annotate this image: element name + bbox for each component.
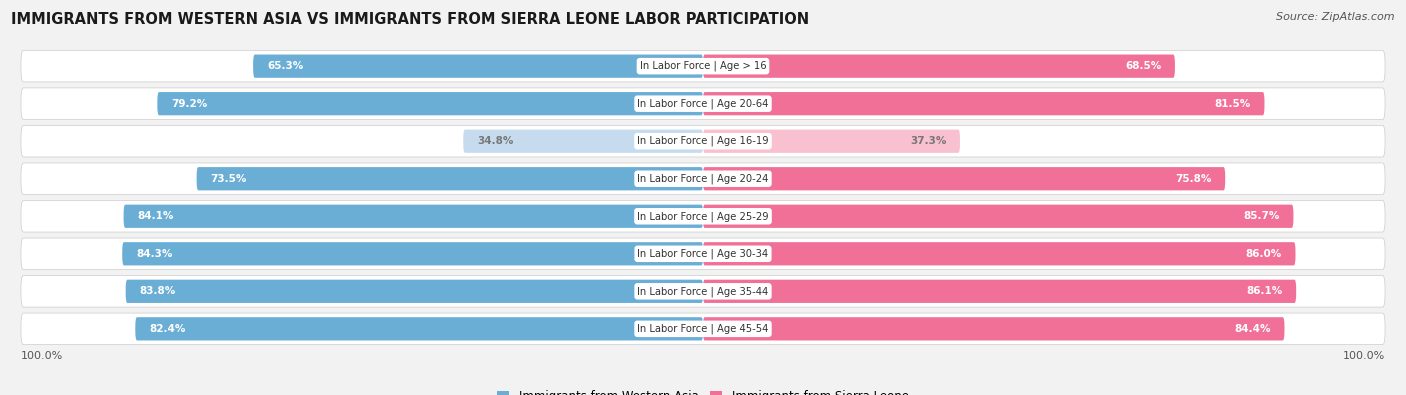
Text: 73.5%: 73.5% xyxy=(211,174,247,184)
FancyBboxPatch shape xyxy=(135,317,703,340)
Text: 84.3%: 84.3% xyxy=(136,249,173,259)
FancyBboxPatch shape xyxy=(703,55,1175,78)
Text: In Labor Force | Age > 16: In Labor Force | Age > 16 xyxy=(640,61,766,71)
FancyBboxPatch shape xyxy=(703,130,960,153)
FancyBboxPatch shape xyxy=(703,317,1285,340)
Text: In Labor Force | Age 20-24: In Labor Force | Age 20-24 xyxy=(637,173,769,184)
FancyBboxPatch shape xyxy=(21,88,1385,119)
FancyBboxPatch shape xyxy=(463,130,703,153)
Text: In Labor Force | Age 25-29: In Labor Force | Age 25-29 xyxy=(637,211,769,222)
FancyBboxPatch shape xyxy=(125,280,703,303)
FancyBboxPatch shape xyxy=(122,242,703,265)
Text: 84.4%: 84.4% xyxy=(1234,324,1271,334)
Text: 100.0%: 100.0% xyxy=(1343,351,1385,361)
FancyBboxPatch shape xyxy=(197,167,703,190)
Text: 86.0%: 86.0% xyxy=(1246,249,1282,259)
Text: In Labor Force | Age 35-44: In Labor Force | Age 35-44 xyxy=(637,286,769,297)
Text: In Labor Force | Age 16-19: In Labor Force | Age 16-19 xyxy=(637,136,769,147)
Text: 83.8%: 83.8% xyxy=(139,286,176,296)
Text: 81.5%: 81.5% xyxy=(1215,99,1251,109)
FancyBboxPatch shape xyxy=(703,280,1296,303)
FancyBboxPatch shape xyxy=(21,313,1385,344)
Text: 37.3%: 37.3% xyxy=(910,136,946,146)
FancyBboxPatch shape xyxy=(703,167,1225,190)
Text: In Labor Force | Age 20-64: In Labor Force | Age 20-64 xyxy=(637,98,769,109)
Text: 85.7%: 85.7% xyxy=(1243,211,1279,221)
Legend: Immigrants from Western Asia, Immigrants from Sierra Leone: Immigrants from Western Asia, Immigrants… xyxy=(492,385,914,395)
Text: Source: ZipAtlas.com: Source: ZipAtlas.com xyxy=(1277,12,1395,22)
FancyBboxPatch shape xyxy=(21,51,1385,82)
FancyBboxPatch shape xyxy=(253,55,703,78)
Text: 34.8%: 34.8% xyxy=(477,136,513,146)
FancyBboxPatch shape xyxy=(703,242,1295,265)
Text: 84.1%: 84.1% xyxy=(138,211,174,221)
Text: IMMIGRANTS FROM WESTERN ASIA VS IMMIGRANTS FROM SIERRA LEONE LABOR PARTICIPATION: IMMIGRANTS FROM WESTERN ASIA VS IMMIGRAN… xyxy=(11,12,810,27)
FancyBboxPatch shape xyxy=(157,92,703,115)
FancyBboxPatch shape xyxy=(703,205,1294,228)
FancyBboxPatch shape xyxy=(21,163,1385,194)
Text: 100.0%: 100.0% xyxy=(21,351,63,361)
FancyBboxPatch shape xyxy=(21,276,1385,307)
FancyBboxPatch shape xyxy=(21,126,1385,157)
FancyBboxPatch shape xyxy=(21,201,1385,232)
FancyBboxPatch shape xyxy=(703,92,1264,115)
FancyBboxPatch shape xyxy=(21,238,1385,269)
Text: 65.3%: 65.3% xyxy=(267,61,304,71)
Text: In Labor Force | Age 30-34: In Labor Force | Age 30-34 xyxy=(637,248,769,259)
Text: 75.8%: 75.8% xyxy=(1175,174,1212,184)
Text: In Labor Force | Age 45-54: In Labor Force | Age 45-54 xyxy=(637,324,769,334)
Text: 86.1%: 86.1% xyxy=(1246,286,1282,296)
Text: 82.4%: 82.4% xyxy=(149,324,186,334)
Text: 79.2%: 79.2% xyxy=(172,99,208,109)
Text: 68.5%: 68.5% xyxy=(1125,61,1161,71)
FancyBboxPatch shape xyxy=(124,205,703,228)
